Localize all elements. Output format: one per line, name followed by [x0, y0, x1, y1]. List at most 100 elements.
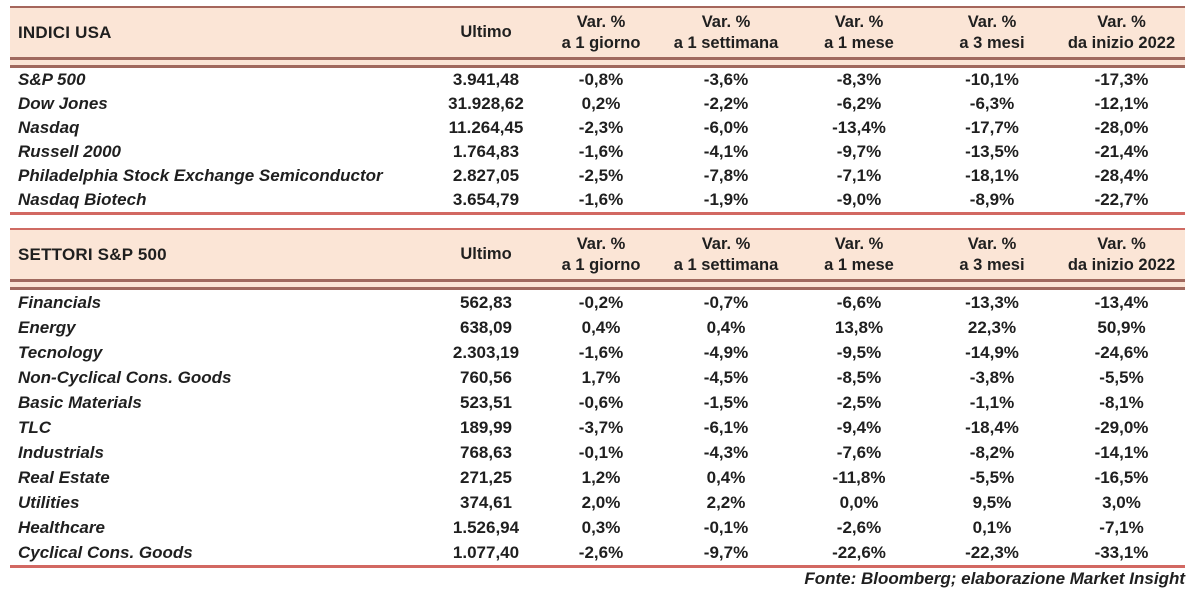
- row-last-value: 374,61: [460, 492, 512, 512]
- row-last-value: 1.526,94: [452, 517, 520, 537]
- row-name: Real Estate: [18, 467, 110, 487]
- row-var-value: 0,3%: [581, 517, 621, 537]
- row-var-value: -5,5%: [969, 467, 1015, 487]
- row-last-value: 760,56: [460, 367, 512, 387]
- column-header-ultimo: Ultimo: [460, 245, 512, 263]
- header-double-rule: [10, 279, 1185, 290]
- table-row: Nasdaq Biotech 3.654,79 -1,6% -1,9% -9,0% -8,…: [10, 188, 1185, 212]
- row-var-value: -14,1%: [1094, 442, 1149, 462]
- row-var-value: -3,7%: [578, 417, 624, 437]
- row-var-value: 3,0%: [1102, 492, 1141, 512]
- row-var-value: -0,2%: [578, 292, 624, 312]
- row-var-value: -4,5%: [703, 367, 749, 387]
- table-row: Tecnology 2.303,19 -1,6% -4,9% -9,5% -14,9% -2…: [10, 340, 1185, 365]
- table-row: Dow Jones 31.928,62 0,2% -2,2% -6,2% -6,3% -12…: [10, 92, 1185, 116]
- row-last-value: 2.827,05: [452, 166, 520, 185]
- row-last-value: 1.764,83: [452, 142, 520, 161]
- table-bottom-rule: [10, 212, 1185, 215]
- row-var-value: -1,6%: [578, 142, 624, 161]
- row-var-value: -22,6%: [832, 542, 886, 562]
- row-var-value: -8,3%: [836, 70, 882, 89]
- row-var-value: -7,6%: [836, 442, 882, 462]
- row-var-value: -24,6%: [1094, 342, 1149, 362]
- row-var-value: -9,4%: [836, 417, 882, 437]
- row-var-value: -6,0%: [703, 118, 749, 137]
- row-last-value: 2.303,19: [452, 342, 520, 362]
- row-last-value: 1.077,40: [452, 542, 520, 562]
- row-var-value: -18,1%: [965, 166, 1019, 185]
- var-period: da inizio 2022: [1067, 255, 1176, 274]
- row-var-value: 0,4%: [706, 467, 746, 487]
- row-var-value: -13,4%: [832, 118, 886, 137]
- row-last-value: 523,51: [460, 392, 512, 412]
- var-period: a 1 giorno: [561, 33, 641, 52]
- row-name: S&P 500: [18, 70, 86, 89]
- var-label: Var. %: [701, 12, 751, 31]
- row-name: Non-Cyclical Cons. Goods: [18, 367, 232, 387]
- row-last-value: 31.928,62: [448, 94, 524, 113]
- var-period: a 1 mese: [824, 33, 894, 52]
- row-var-value: -6,3%: [969, 94, 1015, 113]
- row-var-value: -29,0%: [1094, 417, 1149, 437]
- indici-usa-body: S&P 500 3.941,48 -0,8% -3,6% -8,3% -10,1% -17,…: [10, 68, 1185, 212]
- row-var-value: -10,1%: [965, 70, 1019, 89]
- column-header-var-1-settimana: Var. % a 1 settimana: [660, 12, 792, 54]
- row-var-value: -1,5%: [703, 392, 749, 412]
- column-header-var-1-giorno: Var. % a 1 giorno: [542, 234, 660, 276]
- row-var-value: -18,4%: [965, 417, 1019, 437]
- row-var-value: 0,2%: [581, 94, 621, 113]
- row-name: Basic Materials: [18, 392, 142, 412]
- settori-sp500-body: Financials 562,83 -0,2% -0,7% -6,6% -13,3% -13…: [10, 290, 1185, 565]
- column-header-var-3-mesi: Var. % a 3 mesi: [926, 234, 1058, 276]
- row-var-value: 1,2%: [581, 467, 621, 487]
- source-note: Fonte: Bloomberg; elaborazione Market In…: [804, 569, 1185, 588]
- row-var-value: -4,1%: [703, 142, 749, 161]
- row-name: Energy: [18, 317, 76, 337]
- var-period: a 1 giorno: [561, 255, 641, 274]
- row-var-value: -4,9%: [703, 342, 749, 362]
- row-name: Philadelphia Stock Exchange Semiconducto…: [18, 166, 383, 185]
- row-var-value: -1,1%: [969, 392, 1015, 412]
- table-row: Non-Cyclical Cons. Goods 760,56 1,7% -4,5% -…: [10, 365, 1185, 390]
- table-row: Cyclical Cons. Goods 1.077,40 -2,6% -9,7% -2…: [10, 540, 1185, 565]
- row-var-value: -12,1%: [1094, 94, 1149, 113]
- column-header-var-1-settimana: Var. % a 1 settimana: [660, 234, 792, 276]
- table-bottom-rule: [10, 565, 1185, 568]
- row-var-value: -17,7%: [965, 118, 1019, 137]
- row-name: Cyclical Cons. Goods: [18, 542, 193, 562]
- row-var-value: -28,4%: [1094, 166, 1149, 185]
- row-var-value: -22,7%: [1094, 190, 1149, 209]
- var-period: a 1 settimana: [673, 33, 779, 52]
- row-var-value: -1,6%: [578, 190, 624, 209]
- row-var-value: -2,3%: [578, 118, 624, 137]
- row-var-value: -21,4%: [1094, 142, 1149, 161]
- header-double-rule: [10, 57, 1185, 68]
- row-var-value: -6,6%: [836, 292, 882, 312]
- row-name: Nasdaq: [18, 118, 80, 137]
- row-var-value: -9,7%: [836, 142, 882, 161]
- row-var-value: -14,9%: [965, 342, 1019, 362]
- row-var-value: 2,2%: [706, 492, 746, 512]
- table-row: Basic Materials 523,51 -0,6% -1,5% -2,5% -1,1…: [10, 390, 1185, 415]
- row-var-value: -3,6%: [703, 70, 749, 89]
- settori-sp500-header-row: SETTORI S&P 500 Ultimo Var. % a 1 giorno…: [10, 228, 1185, 279]
- table-row: TLC 189,99 -3,7% -6,1% -9,4% -18,4% -29,0%: [10, 415, 1185, 440]
- row-var-value: -6,1%: [703, 417, 749, 437]
- row-name: Utilities: [18, 492, 80, 512]
- row-var-value: -9,7%: [703, 542, 749, 562]
- table-row: Healthcare 1.526,94 0,3% -0,1% -2,6% 0,1% -7,1…: [10, 515, 1185, 540]
- row-var-value: -1,6%: [578, 342, 624, 362]
- row-var-value: -0,1%: [578, 442, 624, 462]
- var-period: a 3 mesi: [959, 33, 1025, 52]
- table-row: Real Estate 271,25 1,2% 0,4% -11,8% -5,5% -16,…: [10, 465, 1185, 490]
- row-var-value: -28,0%: [1094, 118, 1149, 137]
- row-var-value: 9,5%: [972, 492, 1012, 512]
- row-last-value: 189,99: [460, 417, 512, 437]
- var-label: Var. %: [701, 234, 751, 253]
- indici-usa-header-row: INDICI USA Ultimo Var. % a 1 giorno Var.…: [10, 6, 1185, 57]
- column-header-var-3-mesi: Var. % a 3 mesi: [926, 12, 1058, 54]
- row-var-value: -0,6%: [578, 392, 624, 412]
- table-row: Energy 638,09 0,4% 0,4% 13,8% 22,3% 50,9%: [10, 315, 1185, 340]
- var-period: da inizio 2022: [1067, 33, 1176, 52]
- row-name: Financials: [18, 292, 102, 312]
